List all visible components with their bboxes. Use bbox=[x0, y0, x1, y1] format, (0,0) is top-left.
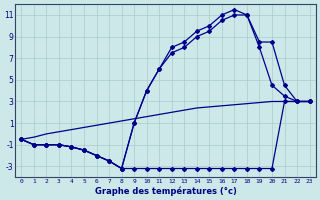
X-axis label: Graphe des températures (°c): Graphe des températures (°c) bbox=[94, 186, 236, 196]
